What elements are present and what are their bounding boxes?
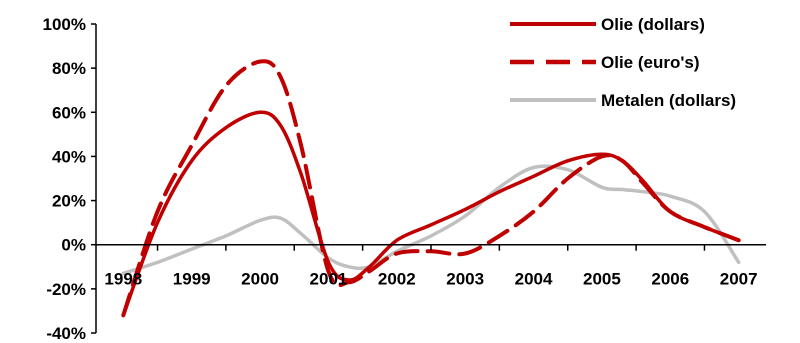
plot-lines — [121, 59, 741, 318]
legend-label-olie-dollars: Olie (dollars) — [601, 15, 705, 34]
legend: Olie (dollars) Olie (euro's) Metalen (doll… — [510, 15, 736, 110]
y-tick-label: 80% — [52, 59, 86, 78]
x-tick-label: 2000 — [241, 270, 279, 289]
y-tick-label: -40% — [46, 324, 86, 343]
x-tick-label: 2007 — [720, 270, 758, 289]
legend-label-metalen-dollars: Metalen (dollars) — [601, 91, 736, 110]
y-axis-labels: -40% -20% 0% 20% 40% 60% 80% 100% — [43, 15, 86, 343]
series-line-olie-dollars — [121, 110, 741, 318]
series-line-metalen-dollars — [121, 164, 741, 276]
y-tick-label: 100% — [43, 15, 86, 34]
x-tick-label: 2004 — [515, 270, 553, 289]
y-tick-label: 0% — [61, 236, 86, 255]
y-tick-label: 20% — [52, 192, 86, 211]
x-tick-label: 1998 — [104, 270, 142, 289]
x-tick-label: 2006 — [651, 270, 689, 289]
y-tick-label: -20% — [46, 280, 86, 299]
axes — [91, 23, 766, 334]
x-tick-label: 2005 — [583, 270, 621, 289]
x-tick-label: 1999 — [173, 270, 211, 289]
y-tick-label: 60% — [52, 103, 86, 122]
x-tick-label: 2003 — [446, 270, 484, 289]
y-tick-label: 40% — [52, 147, 86, 166]
x-tick-label: 2001 — [310, 270, 348, 289]
x-axis-labels: 1998 1999 2000 2001 2002 2003 2004 2005 2006 2007 — [104, 270, 757, 289]
series-line-olie-euro-s — [121, 59, 741, 318]
legend-label-olie-euro-s: Olie (euro's) — [601, 53, 700, 72]
x-tick-label: 2002 — [378, 270, 416, 289]
